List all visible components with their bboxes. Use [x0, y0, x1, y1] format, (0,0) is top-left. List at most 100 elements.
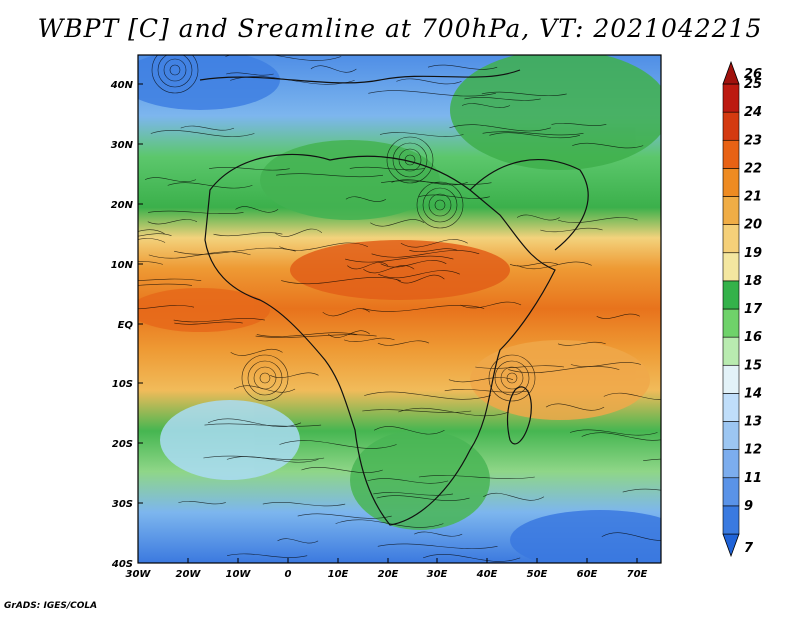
streamline — [508, 366, 620, 374]
longitude-axis: 30W 20W 10W 0 10E 20E 30E 40E 50E 60E 70E — [126, 558, 648, 580]
lat-label: 30S — [112, 499, 133, 510]
colorbar-label: 7 — [744, 541, 754, 556]
lon-label: 20W — [176, 569, 202, 580]
streamline — [380, 260, 447, 268]
streamline — [643, 458, 661, 461]
streamline — [345, 255, 454, 263]
vortex-ring — [392, 142, 428, 178]
vortex-ring — [428, 193, 452, 217]
streamline — [409, 248, 458, 253]
streamline — [422, 554, 521, 562]
streamline — [481, 91, 567, 97]
colorbar-label: 26 — [744, 67, 762, 82]
colorbar-label: 23 — [744, 133, 762, 148]
lat-label: 10N — [111, 260, 134, 271]
colorbar-label: 11 — [744, 471, 762, 486]
vortex-ring — [241, 354, 289, 402]
streamline — [517, 261, 592, 270]
colorbar-swatch — [722, 393, 740, 422]
vortex-ring — [163, 58, 187, 82]
vortex-ring — [259, 372, 271, 384]
streamline — [377, 543, 498, 549]
streamline — [364, 391, 491, 400]
africa-coastline — [204, 153, 556, 526]
streamline — [270, 372, 319, 378]
streamlines — [138, 55, 661, 562]
lon-label: 0 — [285, 569, 292, 580]
lon-label: 30W — [126, 569, 152, 580]
vortex-ring — [422, 187, 458, 223]
streamline — [444, 389, 529, 393]
vortex-ring — [157, 55, 193, 88]
streamline — [551, 122, 607, 126]
colorbar-swatch — [722, 224, 740, 254]
streamline — [464, 97, 541, 101]
streamline — [174, 321, 243, 325]
colorbar-min-arrow — [722, 533, 740, 558]
colorbar-label: 21 — [744, 190, 762, 205]
colorbar-swatch — [722, 421, 740, 450]
colorbar-label: 9 — [744, 499, 753, 514]
colorbar-label: 19 — [744, 246, 762, 261]
streamline — [138, 305, 195, 310]
lon-label: 20E — [378, 569, 399, 580]
streamline — [180, 125, 235, 131]
streamline — [138, 278, 202, 282]
streamline — [418, 475, 535, 479]
streamline — [277, 538, 319, 544]
lat-label: EQ — [118, 320, 134, 331]
streamline — [150, 130, 255, 137]
streamline — [138, 229, 165, 234]
streamline — [381, 180, 492, 185]
lon-label: 70E — [627, 569, 648, 580]
coastlines — [199, 69, 589, 526]
streamline — [255, 334, 377, 338]
lat-label: 40N — [110, 80, 134, 91]
streamline — [368, 90, 496, 97]
arabia-coastline — [469, 159, 589, 251]
lon-label: 30E — [427, 569, 448, 580]
streamline — [138, 261, 163, 265]
vortex-ring — [169, 64, 181, 76]
colorbar-swatch — [722, 308, 740, 338]
lat-label: 30N — [111, 140, 134, 151]
streamline — [213, 232, 283, 237]
streamline — [558, 217, 638, 223]
map-frame — [137, 54, 662, 564]
streamline — [207, 418, 302, 427]
lat-label: 40S — [111, 559, 133, 570]
colorbar-swatch — [722, 505, 740, 535]
lon-label: 10E — [328, 569, 349, 580]
streamline — [572, 142, 644, 149]
streamline — [603, 392, 661, 400]
streamline — [349, 166, 425, 170]
colorbar-label: 15 — [744, 358, 762, 373]
streamline — [138, 238, 166, 243]
streamline — [274, 228, 323, 237]
streamline — [489, 132, 580, 139]
colorbar-swatch — [722, 336, 740, 366]
colorbar-swatch — [722, 111, 740, 141]
vortex-ring — [416, 181, 464, 229]
streamline — [367, 478, 449, 484]
colorbar-label: 14 — [744, 386, 762, 401]
streamline — [328, 330, 370, 338]
streamline — [276, 173, 384, 178]
streamline — [362, 305, 485, 312]
lat-label: 20S — [112, 439, 133, 450]
wbpt-patches — [138, 55, 661, 563]
colorbar-swatch — [722, 168, 740, 197]
colorbar-label: 17 — [744, 302, 763, 317]
streamline — [363, 265, 415, 274]
vortex-ring — [434, 199, 446, 211]
streamline — [596, 313, 640, 319]
colorbar-label: 18 — [744, 274, 762, 289]
streamline — [262, 501, 346, 507]
colorbar-swatch — [722, 196, 740, 225]
lon-label: 50E — [527, 569, 548, 580]
streamline — [569, 429, 658, 436]
streamline — [378, 270, 460, 279]
vortex-ring — [506, 372, 518, 384]
streamline — [345, 196, 387, 202]
